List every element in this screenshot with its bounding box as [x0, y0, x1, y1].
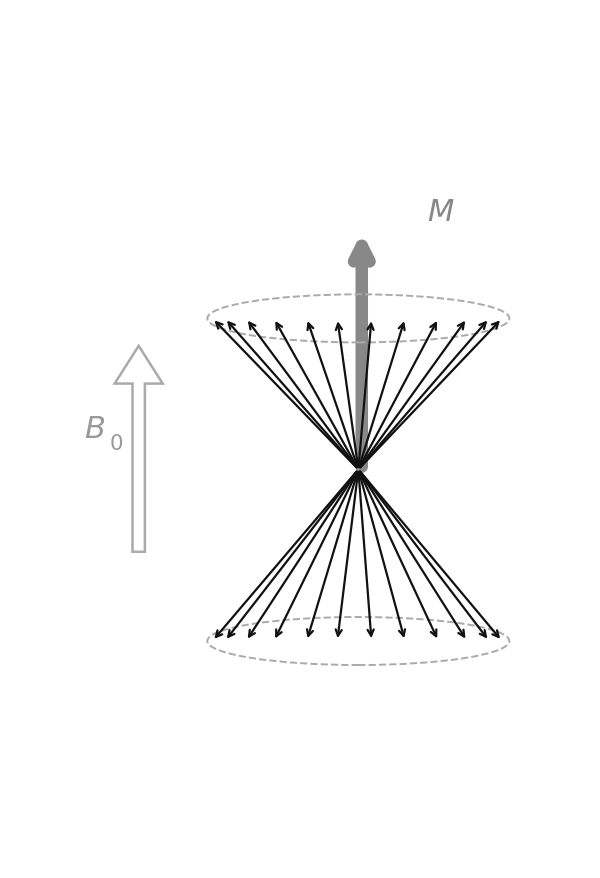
- Text: 0: 0: [110, 434, 124, 454]
- Text: M: M: [427, 198, 454, 227]
- Text: B: B: [84, 414, 104, 443]
